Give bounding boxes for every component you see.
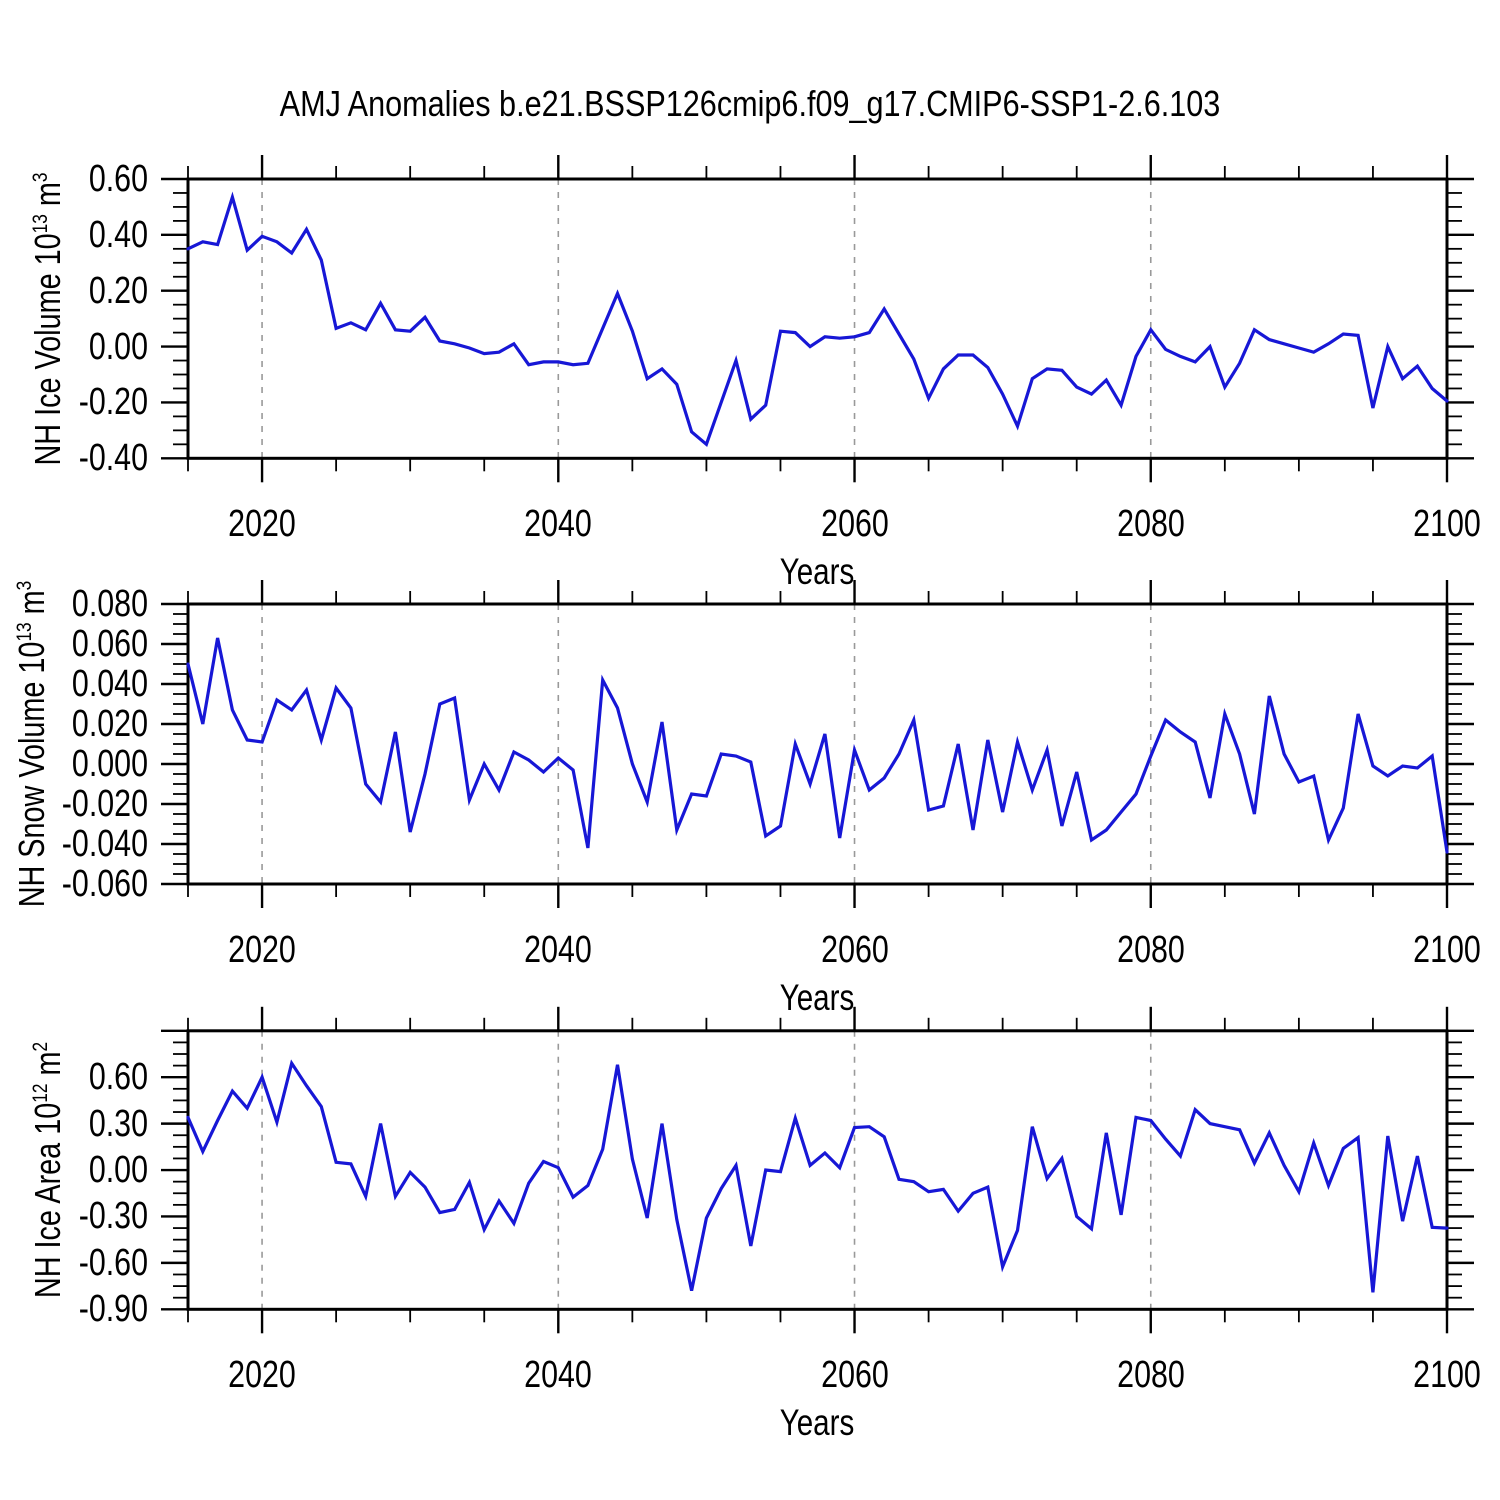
plot-frame <box>186 1029 1449 1311</box>
panel-nh-ice-volume <box>161 155 1474 483</box>
plot-frame <box>186 602 1449 886</box>
nh-snow-volume-line <box>186 637 1449 854</box>
page-title: AMJ Anomalies b.e21.BSSP126cmip6.f09_g17… <box>279 83 1221 124</box>
nh-ice-area-line <box>186 1059 1449 1293</box>
panel-nh-snow-volume <box>161 580 1474 908</box>
plot-frame <box>186 177 1449 460</box>
nh-ice-volume-line <box>186 191 1449 448</box>
panel-nh-ice-area <box>161 1006 1474 1334</box>
